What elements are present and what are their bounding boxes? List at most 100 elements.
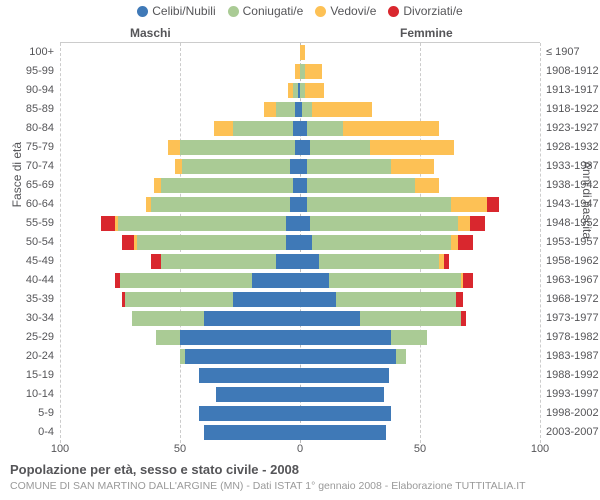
age-label: 55-59 (4, 214, 54, 233)
male-bar (175, 159, 300, 174)
bar-segment (264, 102, 276, 117)
male-bar (216, 387, 300, 402)
header-female: Femmine (400, 26, 453, 40)
female-bar (300, 368, 389, 383)
age-row: 10-141993-1997 (60, 385, 540, 404)
bar-segment (307, 178, 415, 193)
legend-label: Coniugati/e (243, 4, 304, 18)
female-bar (300, 216, 485, 231)
bar-segment (458, 216, 470, 231)
age-row: 0-42003-2007 (60, 423, 540, 442)
male-bar (288, 83, 300, 98)
age-label: 30-34 (4, 309, 54, 328)
legend-item: Vedovi/e (315, 4, 376, 18)
age-row: 65-691938-1942 (60, 176, 540, 195)
birth-label: 1998-2002 (546, 404, 600, 423)
age-row: 20-241983-1987 (60, 347, 540, 366)
age-row: 100+≤ 1907 (60, 43, 540, 62)
bar-segment (118, 216, 286, 231)
bar-segment (451, 235, 458, 250)
legend-label: Celibi/Nubili (152, 4, 215, 18)
female-bar (300, 159, 434, 174)
bar-segment (487, 197, 499, 212)
male-bar (132, 311, 300, 326)
bar-segment (300, 197, 307, 212)
bar-segment (168, 140, 180, 155)
bar-segment (125, 292, 233, 307)
bar-segment (132, 311, 204, 326)
bar-segment (300, 425, 386, 440)
bar-segment (120, 273, 252, 288)
female-bar (300, 406, 391, 421)
bar-segment (305, 64, 322, 79)
age-row: 90-941913-1917 (60, 81, 540, 100)
bar-segment (463, 273, 473, 288)
male-bar (101, 216, 300, 231)
bar-segment (329, 273, 461, 288)
bar-segment (360, 311, 461, 326)
bar-segment (276, 254, 300, 269)
bar-segment (300, 254, 319, 269)
bar-segment (307, 197, 451, 212)
age-row: 25-291978-1982 (60, 328, 540, 347)
age-label: 70-74 (4, 157, 54, 176)
birth-label: 1993-1997 (546, 385, 600, 404)
age-row: 95-991908-1912 (60, 62, 540, 81)
bar-segment (182, 159, 290, 174)
bar-segment (300, 45, 305, 60)
bar-segment (300, 311, 360, 326)
bar-segment (300, 406, 391, 421)
legend-label: Divorziati/e (403, 4, 462, 18)
bar-segment (300, 273, 329, 288)
bar-segment (161, 254, 276, 269)
male-bar (154, 178, 300, 193)
female-bar (300, 425, 386, 440)
bar-segment (302, 102, 312, 117)
female-bar (300, 102, 372, 117)
birth-label: 1958-1962 (546, 252, 600, 271)
age-row: 15-191988-1992 (60, 366, 540, 385)
x-tick-label: 50 (174, 443, 186, 455)
bar-segment (343, 121, 439, 136)
bar-segment (305, 83, 324, 98)
female-bar (300, 349, 406, 364)
age-label: 85-89 (4, 100, 54, 119)
bar-segment (312, 102, 372, 117)
x-tick-label: 0 (297, 443, 303, 455)
age-label: 75-79 (4, 138, 54, 157)
age-label: 45-49 (4, 252, 54, 271)
legend-dot-icon (228, 6, 239, 17)
female-bar (300, 292, 463, 307)
age-row: 80-841923-1927 (60, 119, 540, 138)
female-bar (300, 254, 449, 269)
age-label: 20-24 (4, 347, 54, 366)
female-bar (300, 273, 473, 288)
birth-label: 1933-1937 (546, 157, 600, 176)
female-bar (300, 387, 384, 402)
female-bar (300, 45, 305, 60)
bar-segment (458, 235, 472, 250)
age-row: 85-891918-1922 (60, 100, 540, 119)
bar-segment (151, 254, 161, 269)
male-bar (214, 121, 300, 136)
bar-segment (300, 121, 307, 136)
female-bar (300, 64, 322, 79)
x-tick-label: 50 (414, 443, 426, 455)
x-tick-label: 100 (531, 443, 549, 455)
male-bar (151, 254, 300, 269)
birth-label: 1913-1917 (546, 81, 600, 100)
birth-label: 1928-1932 (546, 138, 600, 157)
bar-segment (300, 178, 307, 193)
male-bar (199, 368, 300, 383)
bar-segment (310, 216, 459, 231)
age-row: 5-91998-2002 (60, 404, 540, 423)
header-male: Maschi (130, 26, 171, 40)
bar-segment (185, 349, 300, 364)
bar-segment (336, 292, 456, 307)
birth-label: 1973-1977 (546, 309, 600, 328)
chart-title: Popolazione per età, sesso e stato civil… (10, 462, 299, 477)
bar-segment (300, 159, 307, 174)
gridline (540, 43, 541, 443)
birth-label: 1908-1912 (546, 62, 600, 81)
age-label: 95-99 (4, 62, 54, 81)
